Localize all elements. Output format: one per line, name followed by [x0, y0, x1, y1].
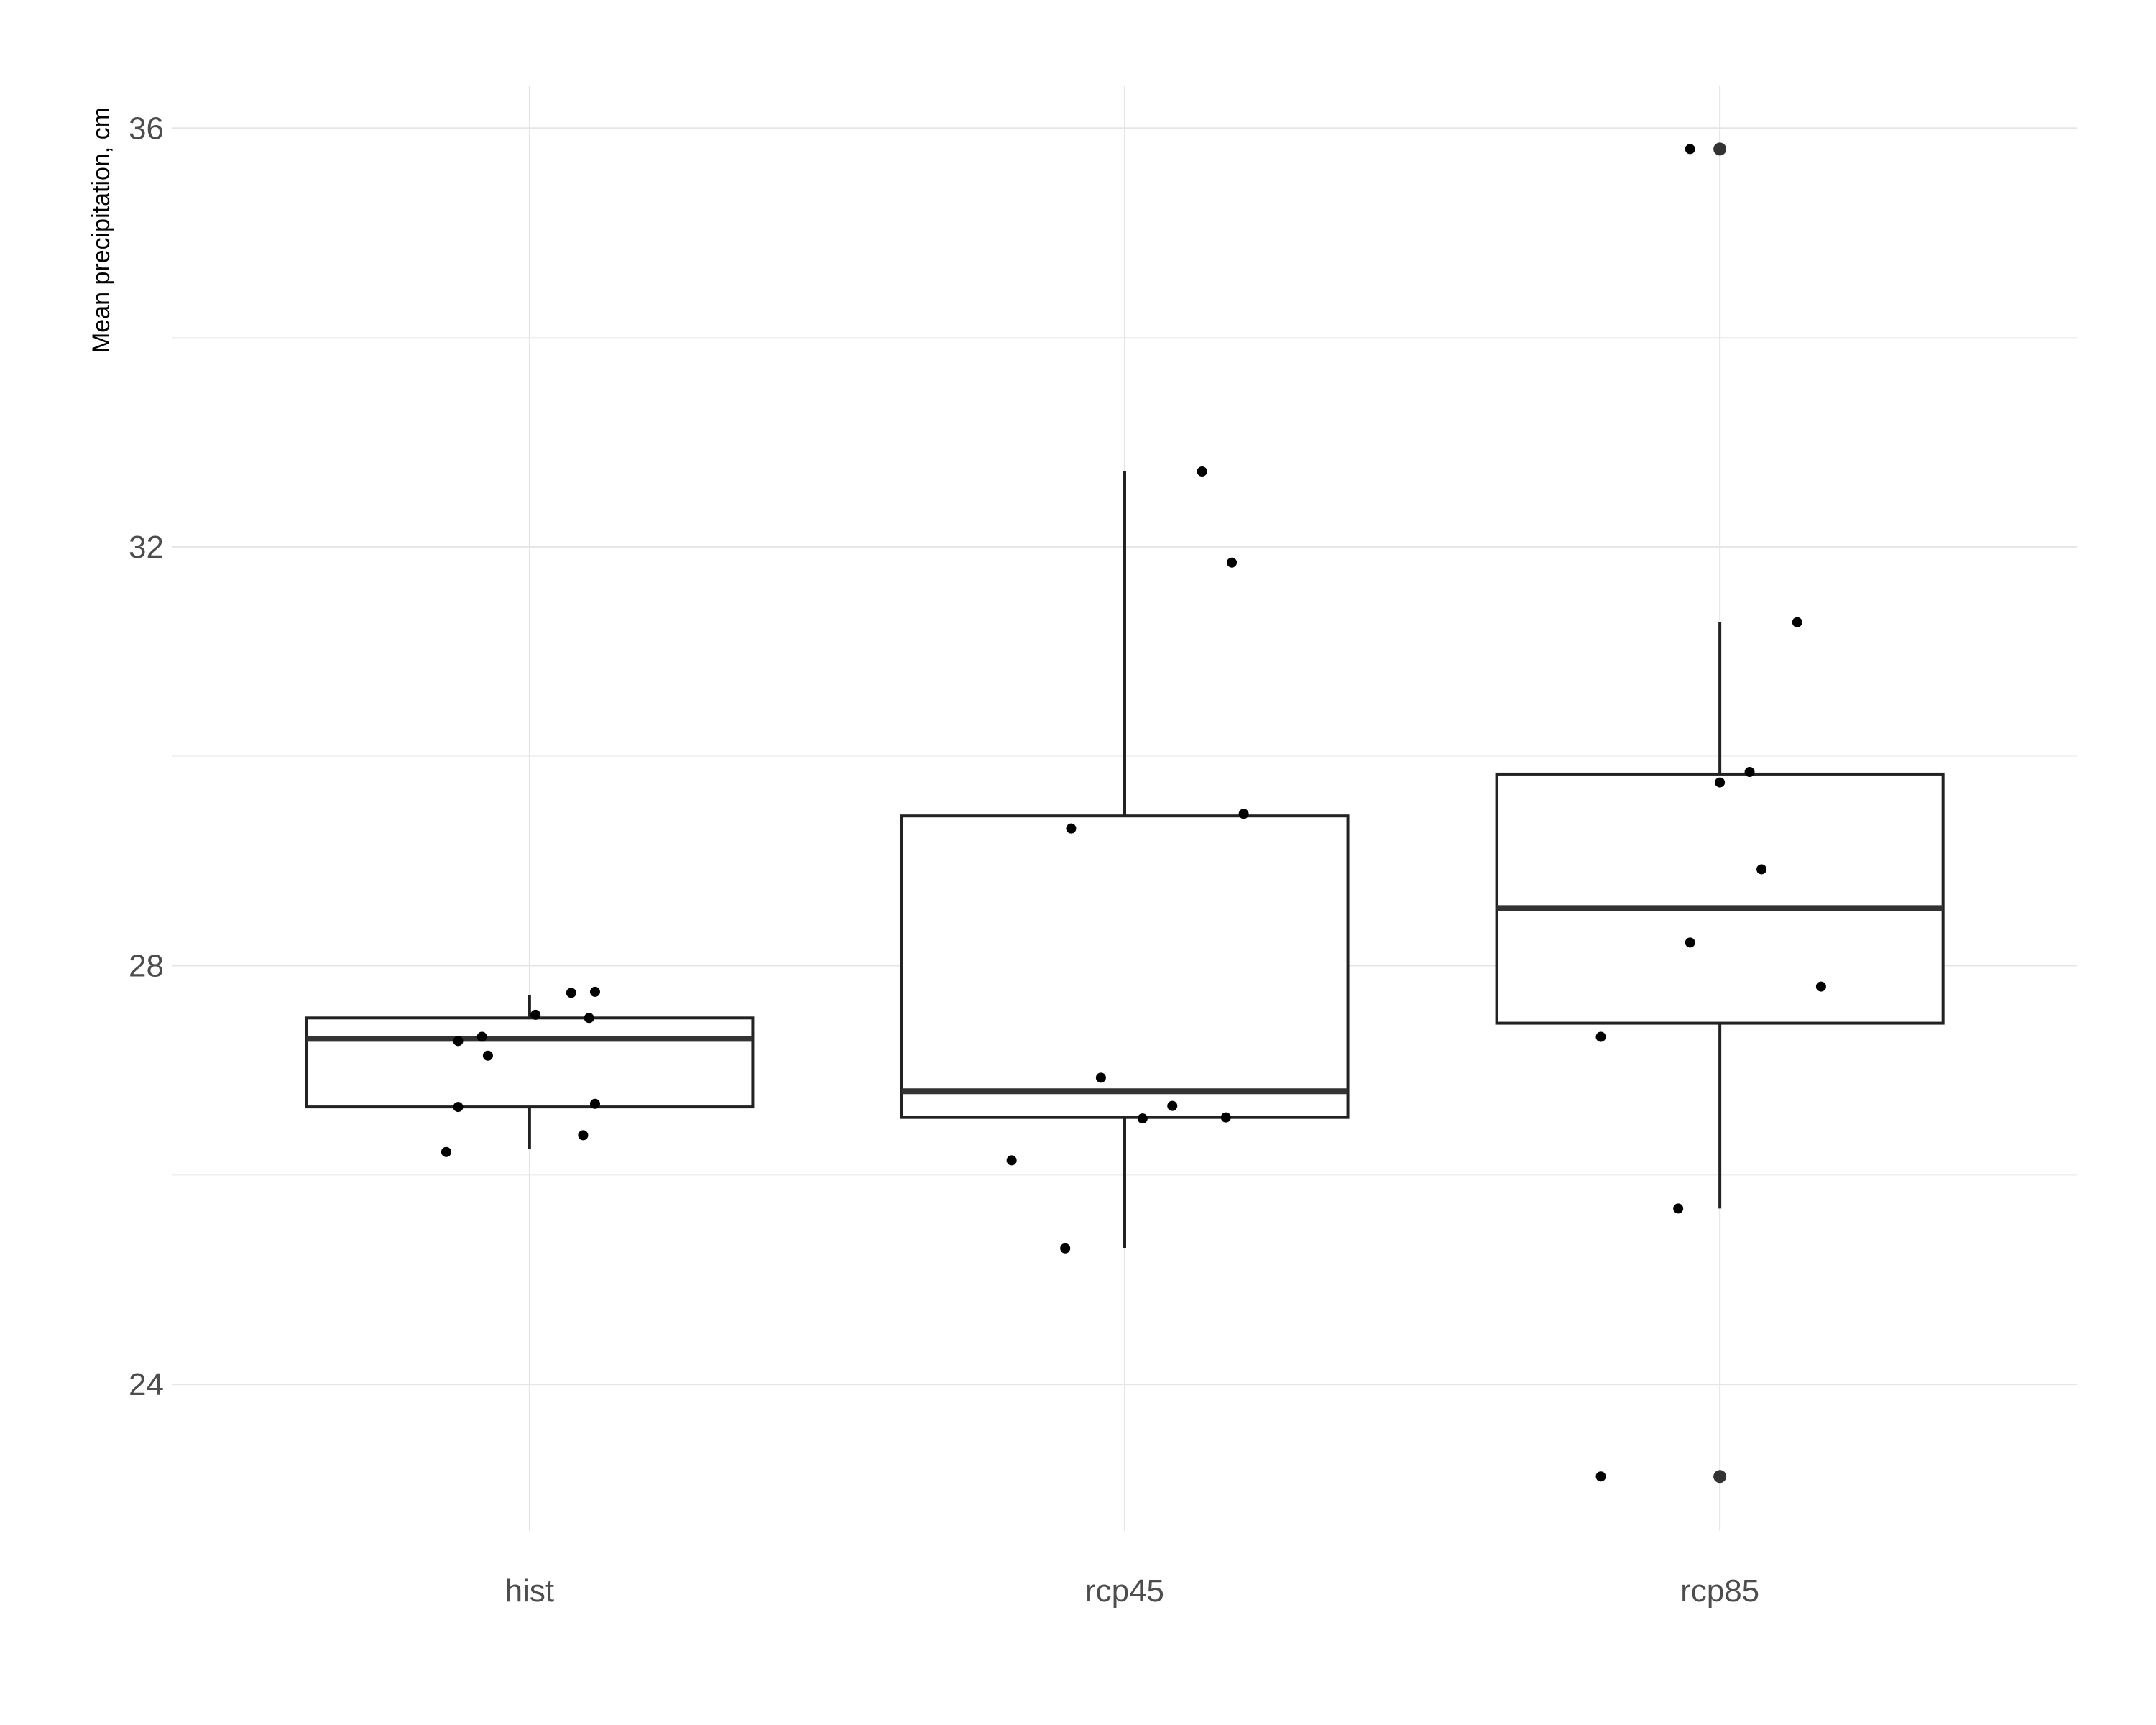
data-point-hist-2	[453, 1102, 464, 1113]
box-rcp45	[900, 814, 1350, 1119]
data-point-rcp85-4	[1685, 937, 1695, 948]
data-point-rcp85-6	[1744, 767, 1755, 778]
data-point-rcp45-1	[1060, 1243, 1071, 1254]
data-point-hist-3	[476, 1031, 487, 1042]
box-rcp85	[1495, 772, 1945, 1025]
data-point-rcp85-0	[1595, 1471, 1606, 1482]
data-point-rcp45-0	[1006, 1155, 1017, 1166]
data-point-hist-7	[578, 1130, 589, 1141]
data-point-rcp45-9	[1238, 809, 1249, 819]
y-tick-label-36: 36	[129, 111, 164, 146]
data-point-rcp85-3	[1685, 144, 1695, 155]
data-point-rcp45-5	[1167, 1100, 1178, 1111]
point-layer	[441, 142, 1826, 1484]
data-point-rcp45-2	[1066, 823, 1077, 834]
data-point-rcp85-1	[1595, 1031, 1606, 1042]
data-point-rcp45-4	[1137, 1113, 1148, 1124]
box-group-rcp45	[900, 472, 1350, 1248]
box-hist	[305, 1016, 755, 1109]
data-point-rcp45-8	[1227, 557, 1238, 568]
data-point-rcp85-9	[1815, 981, 1826, 992]
box-layer	[305, 472, 1945, 1248]
outlier-point-rcp85-1	[1713, 1470, 1727, 1484]
data-point-rcp45-7	[1220, 1112, 1231, 1123]
outlier-point-rcp85-0	[1713, 142, 1727, 156]
data-point-hist-6	[566, 988, 576, 998]
data-point-rcp45-3	[1095, 1072, 1106, 1083]
data-point-rcp45-6	[1197, 466, 1207, 477]
y-tick-label-28: 28	[129, 948, 164, 983]
data-point-hist-9	[589, 986, 600, 997]
data-point-rcp85-7	[1756, 864, 1767, 875]
data-point-hist-10	[589, 1098, 600, 1109]
y-tick-labels: 24 28 32 36	[129, 111, 164, 1402]
y-tick-label-32: 32	[129, 530, 164, 565]
data-point-hist-1	[453, 1036, 464, 1046]
x-tick-label-rcp45: rcp45	[1085, 1573, 1164, 1609]
box-group-hist	[305, 995, 755, 1149]
data-point-hist-0	[441, 1146, 451, 1157]
x-tick-label-rcp85: rcp85	[1680, 1573, 1759, 1609]
data-point-rcp85-8	[1792, 617, 1802, 627]
data-point-hist-8	[584, 1013, 594, 1024]
y-axis-title: Mean precipitation, cm	[88, 107, 115, 353]
x-tick-labels: hist rcp45 rcp85	[505, 1573, 1760, 1609]
box-group-rcp85	[1495, 622, 1945, 1209]
x-tick-label-hist: hist	[505, 1573, 554, 1609]
data-point-hist-4	[482, 1050, 493, 1061]
data-point-hist-5	[530, 1009, 541, 1020]
data-point-rcp85-5	[1715, 777, 1726, 788]
y-tick-label-24: 24	[129, 1367, 164, 1402]
data-point-rcp85-2	[1673, 1203, 1684, 1214]
